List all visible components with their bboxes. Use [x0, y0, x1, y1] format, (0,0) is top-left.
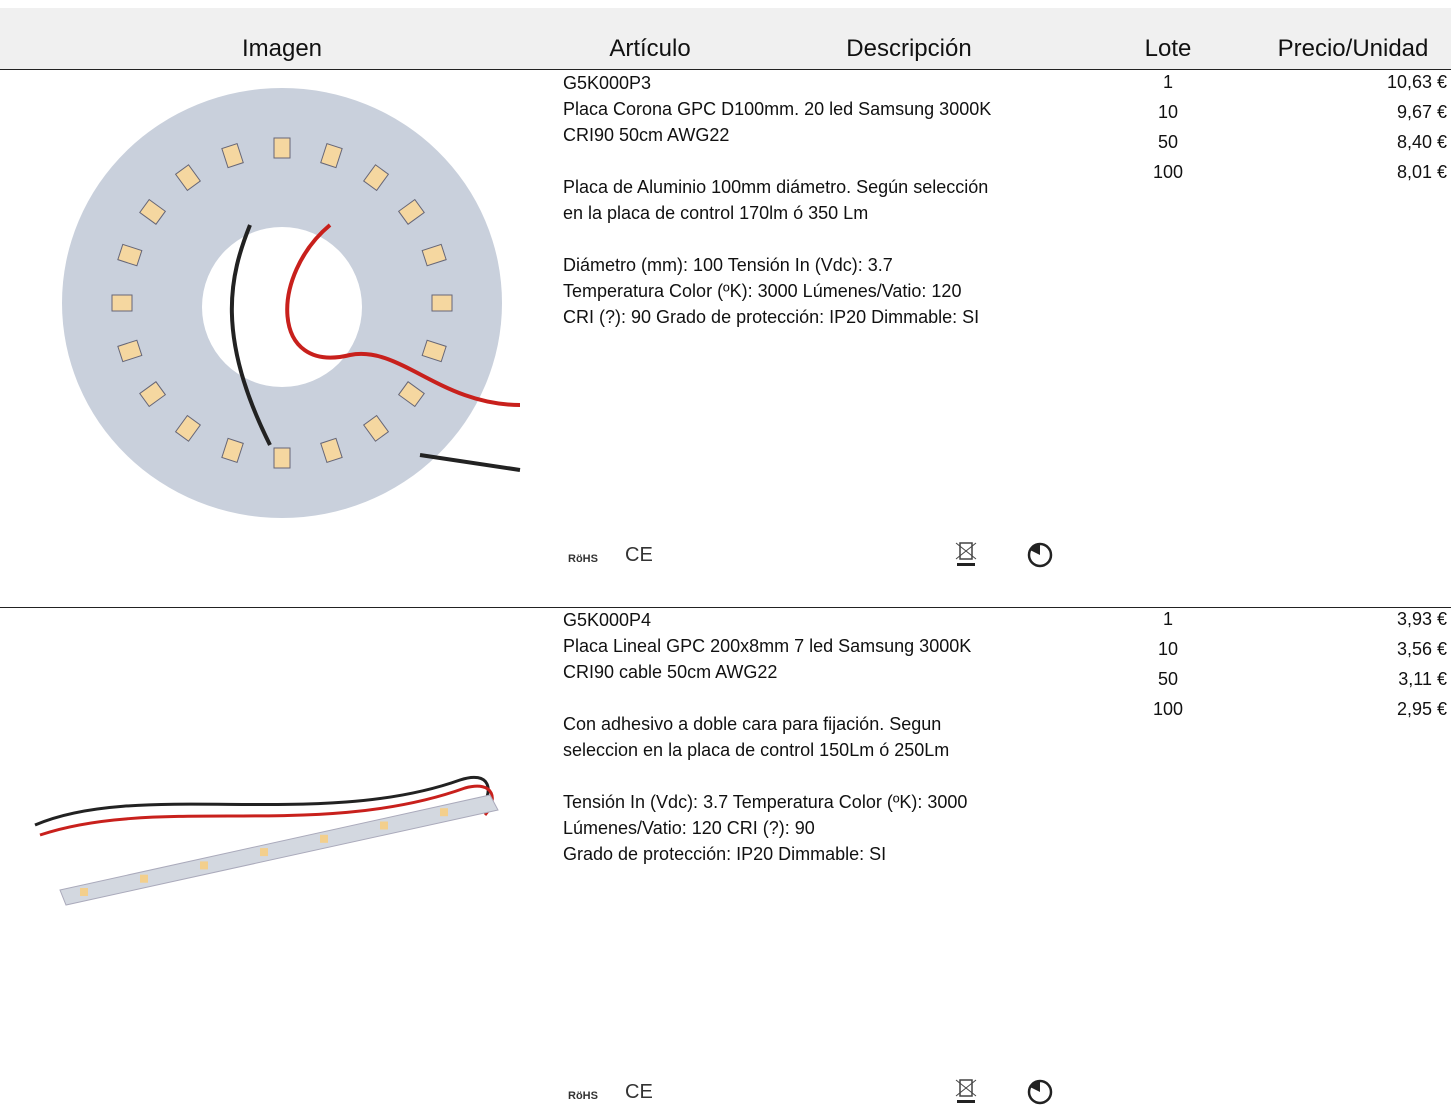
product-image	[62, 88, 521, 518]
led	[139, 381, 167, 408]
led	[380, 821, 388, 830]
led	[117, 339, 143, 363]
led	[140, 874, 148, 883]
led	[200, 861, 208, 870]
leds	[111, 137, 453, 469]
description-line: Temperatura Color (ºK): 3000 Lúmenes/Vat…	[563, 281, 962, 301]
unit-price: 2,95 €	[1396, 699, 1447, 719]
wire-black-out	[419, 453, 521, 472]
row-separator	[0, 607, 1451, 608]
lot-quantity: 50	[1157, 669, 1179, 689]
ce-icon: CE	[625, 544, 653, 566]
unit-price: 9,67 €	[1396, 102, 1447, 122]
lot-quantity: 1	[1162, 609, 1174, 629]
description-line: Placa Lineal GPC 200x8mm 7 led Samsung 3…	[563, 636, 972, 656]
lot-quantity: 100	[1152, 162, 1184, 182]
led	[431, 294, 453, 312]
unit-price: 3,93 €	[1396, 609, 1447, 629]
description-line: Placa de Aluminio 100mm diámetro. Según …	[563, 177, 989, 197]
description-line: Grado de protección: IP20 Dimmable: SI	[563, 844, 887, 864]
column-header: Lote	[1144, 35, 1192, 62]
description-line: Tensión In (Vdc): 3.7 Temperatura Color …	[563, 792, 968, 812]
weee-cross	[955, 1079, 977, 1097]
wire-red	[285, 223, 521, 407]
unit-price: 10,63 €	[1386, 72, 1447, 92]
weee-cross	[955, 542, 977, 560]
led	[320, 834, 328, 843]
column-header: Precio/Unidad	[1277, 35, 1429, 62]
lot-quantity: 100	[1152, 699, 1184, 719]
led	[117, 243, 143, 267]
led-strip	[59, 794, 499, 906]
column-header: Artículo	[609, 35, 691, 62]
article-code: G5K000P3	[563, 73, 652, 93]
led	[421, 339, 447, 363]
article-code: G5K000P4	[563, 610, 652, 630]
description-line: seleccion en la placa de control 150Lm ó…	[563, 740, 950, 760]
led	[320, 142, 343, 169]
led	[221, 142, 244, 169]
dimmer-icon	[1030, 543, 1040, 555]
led	[273, 447, 291, 469]
rohs-icon: RöHS	[568, 553, 598, 565]
wire-black	[229, 224, 272, 446]
led	[421, 243, 447, 267]
led	[80, 888, 88, 896]
unit-price: 8,01 €	[1396, 162, 1447, 182]
description-line: Lúmenes/Vatio: 120 CRI (?): 90	[563, 818, 815, 838]
led	[273, 137, 291, 159]
icons	[955, 542, 1053, 568]
led	[174, 414, 202, 442]
weee-bar	[957, 563, 975, 566]
column-header: Descripción	[846, 35, 972, 62]
ring-hole	[202, 227, 362, 387]
lot-quantity: 10	[1157, 639, 1179, 659]
led	[440, 808, 448, 817]
lot-quantity: 10	[1157, 102, 1179, 122]
description-line: Diámetro (mm): 100 Tensión In (Vdc): 3.7	[563, 255, 893, 275]
dimmer-icon	[1030, 1080, 1040, 1092]
weee-icon	[959, 1079, 973, 1097]
lot-quantity: 1	[1162, 72, 1174, 92]
column-header: Imagen	[241, 35, 323, 62]
wire-black	[34, 775, 490, 827]
unit-price: 3,11 €	[1398, 669, 1447, 689]
description-line: CRI90 cable 50cm AWG22	[563, 662, 778, 682]
led	[174, 164, 202, 192]
wire-red	[39, 784, 494, 837]
led	[362, 164, 390, 192]
led	[111, 294, 133, 312]
lot-quantity: 50	[1157, 132, 1179, 152]
icons	[955, 1079, 1053, 1105]
rohs-icon: RöHS	[568, 1090, 598, 1102]
led	[221, 437, 244, 464]
led	[320, 437, 343, 464]
unit-price: 3,56 €	[1396, 639, 1447, 659]
description-line: Con adhesivo a doble cara para fijación.…	[563, 714, 942, 734]
led	[397, 381, 425, 408]
description-line: CRI (?): 90 Grado de protección: IP20 Di…	[563, 307, 980, 327]
leds	[80, 808, 448, 896]
table-header: Imagen Artículo Descripción Lote Precio/Unid…	[0, 8, 1451, 70]
description-line: CRI90 50cm AWG22	[563, 125, 730, 145]
weee-bar	[957, 1100, 975, 1103]
led	[260, 848, 268, 857]
product-image	[34, 775, 499, 906]
led	[397, 198, 425, 225]
description-line: Placa Corona GPC D100mm. 20 led Samsung …	[563, 99, 992, 119]
led	[139, 198, 167, 225]
led	[362, 414, 390, 442]
description-line: en la placa de control 170lm ó 350 Lm	[563, 203, 869, 223]
weee-icon	[959, 542, 973, 560]
ce-icon: CE	[625, 1081, 653, 1103]
unit-price: 8,40 €	[1396, 132, 1447, 152]
